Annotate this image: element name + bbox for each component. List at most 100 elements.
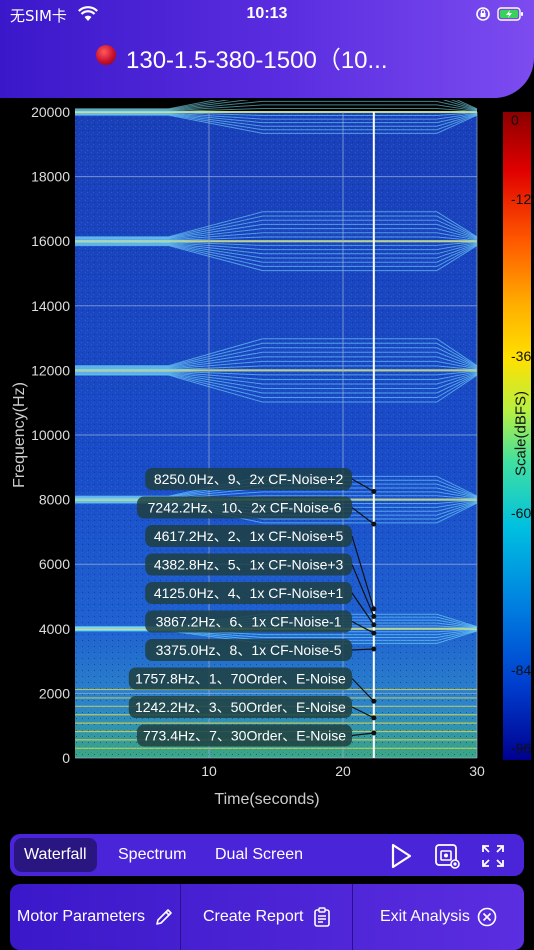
annotation-leader [351, 648, 374, 651]
colorbar-tick: -96 [511, 740, 532, 756]
harmonic-line [75, 491, 478, 499]
clipboard-icon [314, 907, 330, 927]
annotation-bg [145, 582, 352, 604]
divider [352, 884, 353, 950]
annotation-point [371, 521, 377, 527]
harmonic-line [75, 347, 478, 368]
y-axis-label: Frequency(Hz) [11, 382, 28, 488]
harmonic-line [75, 228, 478, 240]
harmonic-line [75, 373, 478, 399]
x-tick-label: 10 [201, 763, 217, 779]
annotation-point [371, 613, 377, 619]
annotation-leader [351, 535, 375, 610]
exit-analysis-button[interactable]: Exit Analysis [380, 884, 470, 950]
motor-parameters-button[interactable]: Motor Parameters [17, 884, 145, 950]
y-tick-label: 16000 [31, 233, 70, 249]
orientation-lock-icon [476, 7, 490, 21]
harmonic-line [75, 104, 478, 112]
create-report-button[interactable]: Create Report [203, 884, 304, 950]
annotation-leader [351, 592, 375, 626]
colorbar-tick: 0 [511, 112, 519, 128]
annotation-label: 4382.8Hz、5、1x CF-Noise+3 [154, 557, 344, 573]
harmonic-line [75, 113, 478, 127]
harmonic-line [75, 338, 478, 367]
annotation-point [371, 698, 377, 704]
motor-parameters-label: Motor Parameters [17, 908, 146, 925]
harmonic-line [75, 236, 478, 242]
harmonic-line [75, 244, 478, 267]
harmonic-line [75, 243, 478, 259]
harmonic-line [75, 356, 478, 369]
x-axis-label: Time(seconds) [214, 791, 319, 808]
x-tick-label: 30 [469, 763, 485, 779]
harmonic-line [75, 241, 478, 251]
waterfall-chart: 0 2000 4000 6000 8000 10000 12000 14000 16000 180… [11, 100, 485, 808]
recording-indicator-icon [96, 45, 116, 65]
harmonic-line [75, 223, 478, 240]
annotation-label: 4617.2Hz、2、1x CF-Noise+5 [154, 528, 344, 544]
y-tick-label: 0 [62, 750, 70, 766]
pencil-icon [156, 909, 172, 925]
annotation-bg [128, 696, 352, 718]
page-title: 130-1.5-380-1500（10... [126, 47, 388, 74]
annotation-bg [145, 553, 352, 576]
y-axis-ticks: 0 2000 4000 6000 8000 10000 12000 14000 16000 180… [31, 104, 70, 766]
exit-analysis-label: Exit Analysis [380, 908, 470, 925]
harmonic-line [75, 219, 478, 239]
y-tick-label: 6000 [39, 556, 70, 572]
annotation-bg [128, 667, 352, 690]
annotation-label: 4125.0Hz、4、1x CF-Noise+1 [154, 585, 344, 601]
tab-dual-screen[interactable]: Dual Screen [215, 846, 304, 863]
annotation-leader [351, 678, 375, 702]
harmonic-line [75, 243, 478, 263]
y-tick-label: 12000 [31, 362, 70, 378]
annotation-leader [351, 478, 375, 493]
carrier-label: 无SIM卡 [10, 7, 67, 25]
annotation-leader [351, 620, 375, 634]
wifi-icon [78, 6, 98, 21]
y-tick-label: 8000 [39, 492, 70, 508]
status-bar: 无SIM卡 10:13 [0, 0, 534, 30]
harmonic-line [75, 100, 478, 110]
annotation-point [371, 646, 377, 652]
screenshot-icon[interactable] [434, 843, 460, 869]
annotation-point [371, 715, 377, 721]
harmonic-line [75, 215, 478, 238]
fullscreen-icon[interactable] [480, 843, 506, 869]
annotation-bg [145, 525, 352, 547]
annotation-label: 1757.8Hz、1、70Order、E-Noise [135, 671, 346, 687]
annotation-labels: 8250.0Hz、9、2x CF-Noise+2 7242.2Hz、10、2x C… [128, 468, 352, 747]
x-axis-ticks: 10 20 30 [201, 763, 485, 779]
annotation-point [371, 630, 377, 636]
harmonic-line [75, 100, 478, 111]
annotation-label: 7242.2Hz、10、2x CF-Noise-6 [148, 500, 342, 516]
battery-icon [497, 7, 523, 21]
colorbar-tick: -12 [511, 190, 532, 207]
create-report-label: Create Report [203, 908, 304, 925]
y-tick-label: 10000 [31, 427, 70, 443]
annotation-bg [137, 496, 352, 519]
annotation-bg [137, 724, 352, 747]
harmonic-line [75, 114, 478, 131]
harmonic-line [75, 100, 478, 110]
divider [180, 884, 181, 950]
y-tick-label: 20000 [31, 104, 70, 120]
tab-spectrum[interactable]: Spectrum [118, 846, 187, 863]
tab-waterfall[interactable]: Waterfall [14, 838, 97, 872]
status-time: 10:13 [246, 5, 288, 22]
annotation-leader [351, 732, 374, 737]
annotation-leader [351, 507, 375, 525]
harmonic-line [75, 373, 478, 394]
annotation-bg [145, 468, 352, 490]
harmonic-line [75, 374, 478, 403]
y-tick-label: 18000 [31, 169, 70, 185]
annotation-point [371, 489, 377, 495]
colorbar [503, 112, 531, 760]
view-tabbar: Waterfall Spectrum Dual Screen [10, 834, 524, 876]
play-icon[interactable] [388, 843, 414, 869]
annotation-point [371, 606, 377, 612]
annotation-point [371, 622, 377, 628]
annotation-bg [145, 610, 352, 633]
harmonic-line [75, 372, 478, 389]
harmonic-line [75, 351, 478, 369]
